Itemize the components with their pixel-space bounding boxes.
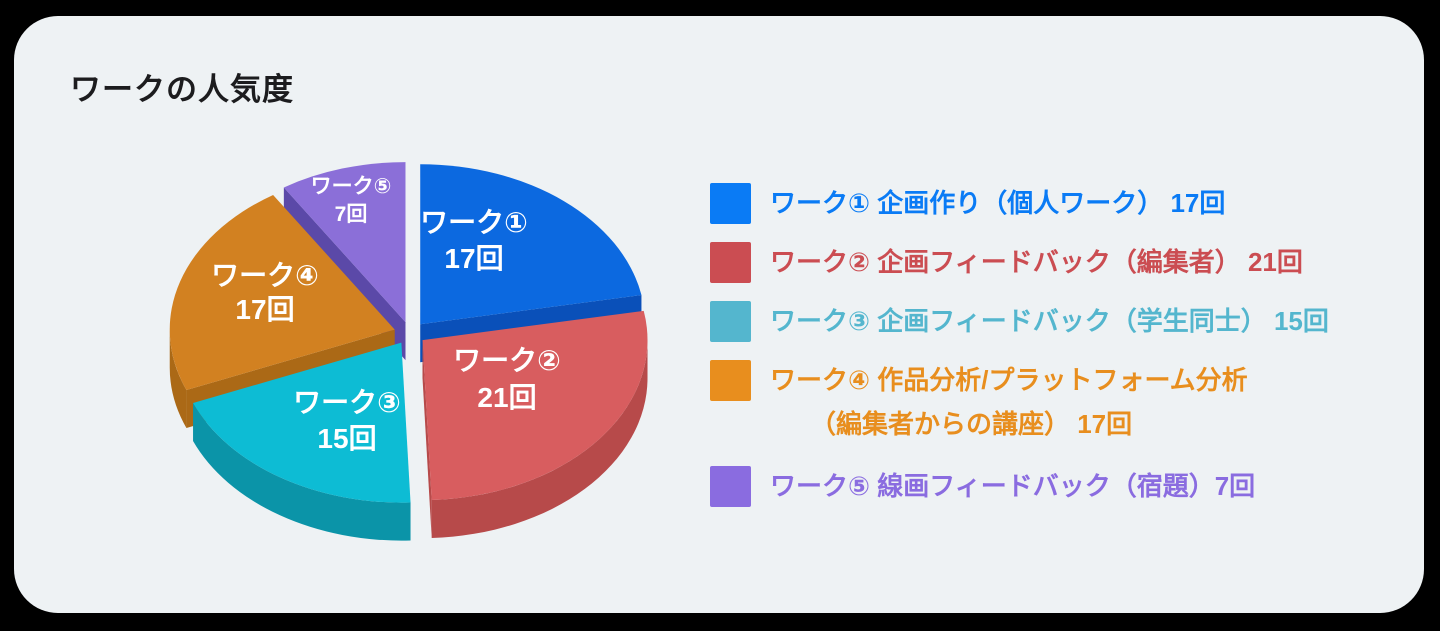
pie-slice-2 — [422, 310, 648, 500]
legend-swatch-2 — [710, 242, 751, 283]
pie-slice-label-2: ワーク② — [453, 345, 561, 376]
pie-slice-3 — [193, 342, 411, 503]
legend-label-4: ワーク④ 作品分析/プラットフォーム分析 （編集者からの講座） 17回 — [770, 365, 1248, 439]
pie-slice-rim-3 — [193, 403, 411, 541]
legend-item-1: ワーク① 企画作り（個人ワーク） 17回 — [710, 183, 1329, 224]
slide-card: ワークの人気度 ワーク① 17回 ワーク② 21回 ワーク③ 15回 ワーク④ 17回 ワーク⑤… — [14, 16, 1424, 613]
pie-slice-label-4: 17回 — [235, 294, 294, 325]
legend-item-3: ワーク③ 企画フィードバック（学生同士） 15回 — [710, 301, 1329, 342]
pie-slice-label-5: ワーク⑤ — [311, 175, 392, 198]
pie-slice-1 — [420, 164, 642, 325]
pie-slice-4 — [169, 194, 395, 391]
pie-slice-label-2: 21回 — [477, 382, 536, 413]
legend-label-5: ワーク⑤ 線画フィードバック（宿題）7回 — [770, 471, 1256, 501]
pie-slice-label-1: 17回 — [444, 243, 503, 274]
legend-swatch-4 — [710, 360, 751, 401]
pie-slice-rim-4 — [169, 329, 187, 429]
pie-slice-5 — [283, 162, 406, 323]
page-title: ワークの人気度 — [70, 72, 294, 107]
legend-label-2: ワーク② 企画フィードバック（編集者） 21回 — [770, 247, 1303, 277]
legend-item-2: ワーク② 企画フィードバック（編集者） 21回 — [710, 242, 1329, 283]
legend: ワーク① 企画作り（個人ワーク） 17回ワーク② 企画フィードバック（編集者） … — [710, 183, 1329, 525]
pie-slice-label-3: ワーク③ — [293, 387, 401, 418]
legend-swatch-5 — [710, 466, 751, 507]
legend-item-4: ワーク④ 作品分析/プラットフォーム分析 （編集者からの講座） 17回 — [710, 360, 1329, 448]
legend-label-3: ワーク③ 企画フィードバック（学生同士） 15回 — [770, 306, 1329, 336]
legend-label-1: ワーク① 企画作り（個人ワーク） 17回 — [770, 188, 1226, 218]
pie-slice-label-5: 7回 — [335, 203, 368, 226]
pie-slice-label-1: ワーク① — [420, 207, 528, 238]
pie-chart-area: ワーク① 17回 ワーク② 21回 ワーク③ 15回 ワーク④ 17回 ワーク⑤ 7回 — [140, 135, 700, 565]
pie-slice-label-3: 15回 — [317, 423, 376, 454]
pie-slice-rim-2 — [431, 340, 648, 538]
pie-slice-label-4: ワーク④ — [211, 260, 319, 291]
pie-slice-side-2 — [422, 340, 432, 538]
legend-swatch-3 — [710, 301, 751, 342]
legend-swatch-1 — [710, 183, 751, 224]
legend-item-5: ワーク⑤ 線画フィードバック（宿題）7回 — [710, 466, 1329, 507]
